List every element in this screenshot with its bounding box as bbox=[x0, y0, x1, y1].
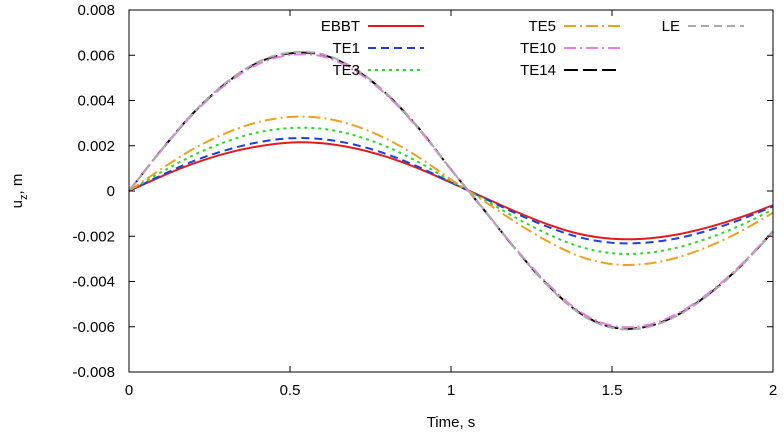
legend-label-te1: TE1 bbox=[332, 40, 360, 57]
series-line-te14 bbox=[129, 53, 773, 329]
plot-frame bbox=[129, 10, 773, 372]
y-axis-label: uz, m bbox=[9, 174, 30, 209]
series-line-le bbox=[129, 52, 773, 330]
series-line-te5 bbox=[129, 117, 773, 265]
series-line-te10 bbox=[129, 54, 773, 327]
x-tick-label: 1.5 bbox=[602, 382, 623, 399]
legend-label-le: LE bbox=[662, 18, 680, 35]
y-tick-label: 0.008 bbox=[77, 2, 115, 19]
y-tick-label: -0.006 bbox=[72, 319, 115, 336]
y-tick-label: 0.002 bbox=[77, 138, 115, 155]
series-line-ebbt bbox=[129, 142, 773, 239]
x-tick-label: 2 bbox=[769, 382, 777, 399]
ticks-layer: 0 0.5 1 1.5 2 -0.008 -0.006 -0.004 -0.002 0 0.002 0… bbox=[72, 2, 777, 399]
legend-label-te5: TE5 bbox=[528, 18, 556, 35]
y-tick-label: 0 bbox=[107, 183, 115, 200]
y-tick-label: -0.002 bbox=[72, 228, 115, 245]
y-tick-label: -0.008 bbox=[72, 364, 115, 381]
y-tick-label: 0.004 bbox=[77, 93, 115, 110]
legend-label-ebbt: EBBT bbox=[321, 18, 360, 35]
x-axis-label: Time, s bbox=[427, 414, 476, 431]
y-tick-label: -0.004 bbox=[72, 274, 115, 291]
x-tick-label: 0.5 bbox=[280, 382, 301, 399]
legend: EBBT TE1 TE3 TE5 TE10 TE14 LE bbox=[321, 18, 744, 79]
legend-label-te14: TE14 bbox=[520, 62, 556, 79]
series-layer bbox=[129, 52, 773, 330]
x-tick-label: 1 bbox=[447, 382, 455, 399]
legend-label-te3: TE3 bbox=[332, 62, 360, 79]
legend-label-te10: TE10 bbox=[520, 40, 556, 57]
x-tick-label: 0 bbox=[125, 382, 133, 399]
y-tick-label: 0.006 bbox=[77, 47, 115, 64]
